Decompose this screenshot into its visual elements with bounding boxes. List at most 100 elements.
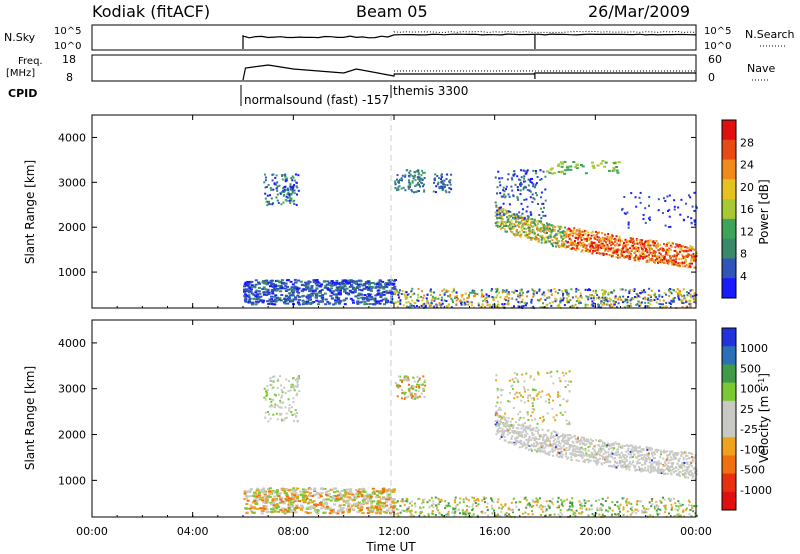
freq-tick-bottom: 8 [66,71,73,84]
velocity-point [651,500,653,502]
power-point [585,295,588,298]
velocity-point [521,435,524,438]
velocity-point [518,434,521,437]
velocity-point [378,504,382,507]
velocity-point [512,424,515,427]
velocity-point [647,508,650,511]
power-point [349,279,353,282]
velocity-point [679,504,682,507]
power-point [592,295,595,297]
velocity-point [585,507,588,510]
power-point [578,299,581,302]
velocity-point [656,513,659,516]
power-point [566,298,569,301]
power-point [318,294,322,297]
power-point [445,290,448,293]
velocity-point [313,490,317,492]
power-point [282,194,285,197]
power-point [622,243,625,246]
power-point [591,252,594,255]
power-point [531,231,534,234]
power-point [685,264,688,267]
power-point [440,174,443,177]
velocity-point [447,510,450,513]
power-point [307,302,311,305]
power-point [641,253,644,255]
power-point [262,293,266,296]
power-point [572,161,576,163]
power-point [502,189,505,192]
velocity-point [591,508,594,511]
power-point [628,254,631,257]
power-point [378,302,382,305]
power-point [546,228,548,231]
velocity-point [560,446,563,449]
power-point [612,300,615,303]
power-point [542,302,544,305]
power-point [683,262,686,265]
velocity-point [381,497,385,500]
power-point [596,294,599,297]
power-point [682,302,685,305]
power-point [615,252,618,255]
power-point [445,178,448,180]
velocity-point [580,512,583,515]
power-point [567,244,570,247]
power-point [502,202,505,205]
power-point [274,300,278,303]
velocity-point [566,439,569,442]
velocity-point [338,491,342,494]
velocity-point [581,507,584,510]
power-point [383,290,387,293]
velocity-point [349,488,352,491]
power-point [247,294,251,297]
power-point [513,213,516,216]
power-point [320,288,324,291]
power-point [415,184,418,187]
velocity-point [277,393,280,396]
power-point [583,246,586,249]
power-point [442,183,445,186]
power-point [638,259,641,262]
velocity-point [412,376,415,379]
power-point [394,186,397,189]
power-point [348,289,352,292]
velocity-point [306,506,310,509]
power-point [644,301,647,304]
velocity-point [612,448,615,451]
velocity-point [572,513,575,516]
power-point [591,300,594,303]
power-point [509,230,512,233]
velocity-point [319,503,323,506]
power-point [430,294,432,297]
power-point [649,299,652,302]
power-point [411,287,414,290]
velocity-point [524,511,527,514]
velocity-point [347,504,351,507]
power-point [597,306,600,309]
power-point [451,299,454,302]
power-point [636,242,639,245]
velocity-point [583,442,585,445]
power-point [622,245,625,248]
power-point [283,186,286,189]
velocity-point [275,503,279,506]
velocity-point [276,493,280,496]
velocity-point [290,501,294,504]
power-point [624,250,627,253]
power-point [664,253,667,256]
power-point [407,187,410,190]
power-point [623,300,626,303]
power-point [418,183,420,186]
freq-line [242,64,696,81]
velocity-point [600,503,603,506]
velocity-point [559,511,562,514]
power-point [365,295,369,298]
power-point [247,289,251,292]
power-point [607,293,610,296]
power-point [604,296,607,299]
velocity-point [375,494,379,497]
velocity-point [561,453,564,456]
velocity-point [511,510,514,513]
